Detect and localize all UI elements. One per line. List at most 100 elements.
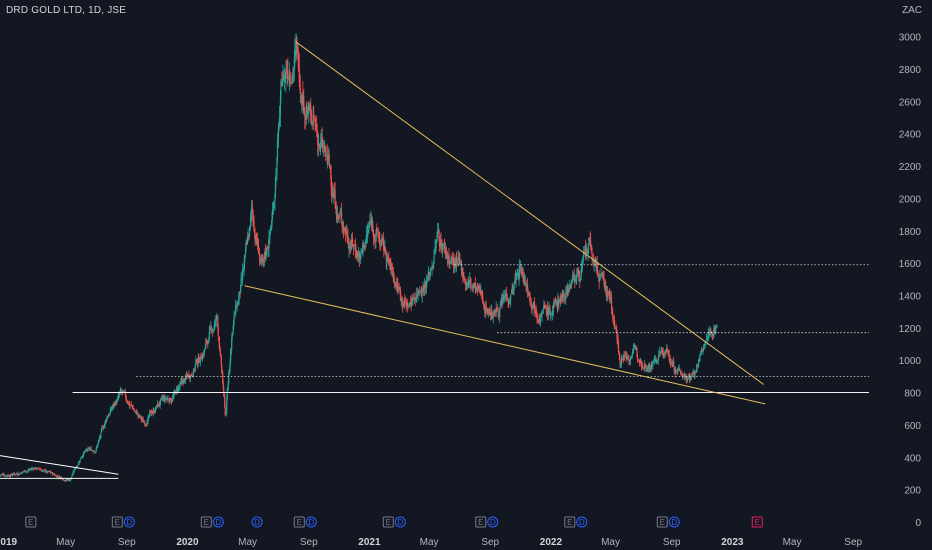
dividend-badge[interactable]: D (305, 516, 317, 528)
candle-body (238, 291, 240, 300)
candle-body (79, 458, 82, 460)
candle-body (621, 358, 623, 360)
candle-body (205, 340, 207, 342)
candle-body (270, 226, 273, 230)
candle-body (301, 95, 303, 105)
candle-body (285, 69, 287, 73)
candle-body (411, 304, 413, 306)
trendline-upper-resistance[interactable] (295, 41, 764, 385)
candle-body (585, 247, 587, 254)
trendline-lower-support[interactable] (244, 285, 766, 405)
candle-body (378, 235, 380, 239)
x-tick-label: 2023 (721, 537, 744, 548)
candle-body (581, 262, 583, 269)
earnings-badge[interactable]: E (751, 516, 763, 528)
dividend-badge[interactable]: D (212, 516, 224, 528)
candle-body (171, 398, 174, 402)
badge-letter: E (297, 518, 302, 527)
candle-body (291, 75, 293, 80)
candle-body (685, 377, 687, 380)
candle-body (323, 146, 325, 148)
price-axis[interactable]: 0 200 400 600 800 1000 1200 1400 1600 1800 2000 220… (899, 33, 922, 529)
badge-frame (668, 516, 680, 528)
candle-body (610, 297, 613, 309)
candle-body (643, 363, 645, 367)
candle-body (586, 250, 588, 254)
earnings-badge[interactable]: E (25, 516, 37, 528)
candle-body (214, 320, 216, 327)
drawings-layer[interactable] (0, 41, 869, 479)
candle-body (224, 395, 226, 407)
badge-frame (564, 516, 576, 528)
candle-body (638, 360, 640, 363)
candle-body (379, 239, 381, 245)
candle-body (640, 359, 642, 363)
candle-body (315, 123, 317, 127)
candle-body (47, 471, 49, 473)
candle-body (572, 275, 574, 277)
candle-body (216, 315, 218, 317)
candle-body (468, 280, 470, 285)
candle-body (602, 273, 604, 275)
earnings-badge[interactable]: E (200, 516, 212, 528)
candle-body (473, 283, 475, 287)
candle-body (501, 298, 503, 304)
earnings-badge[interactable]: E (382, 516, 394, 528)
candle-body (384, 247, 386, 253)
candle-body (487, 308, 489, 315)
candle-body (711, 332, 713, 336)
candle-body (8, 475, 11, 477)
candle-body (692, 371, 695, 374)
dividend-badge[interactable]: D (394, 516, 406, 528)
candle-body (605, 289, 607, 293)
candle-body (205, 341, 207, 346)
candle-body (94, 452, 96, 453)
candle-body (549, 307, 551, 314)
candle-body (358, 253, 361, 260)
candle-body (368, 227, 370, 231)
candle-body (202, 355, 204, 357)
earnings-badge[interactable]: E (656, 516, 668, 528)
dividend-badge[interactable]: D (487, 516, 499, 528)
candle-body (602, 273, 604, 279)
dividend-badge[interactable]: D (251, 516, 263, 528)
candle-body (591, 253, 593, 261)
dividend-badge[interactable]: D (123, 516, 135, 528)
candle-body (136, 411, 138, 415)
candle-body (280, 81, 282, 98)
badge-frame (394, 516, 406, 528)
candle-body (27, 470, 29, 472)
candle-body (76, 465, 79, 467)
candle-body (591, 246, 593, 253)
earnings-badge[interactable]: E (564, 516, 576, 528)
candle-body (612, 314, 614, 321)
candle-body (78, 462, 80, 464)
badge-frame (293, 516, 305, 528)
candle-body (151, 413, 153, 414)
candle-body (404, 299, 406, 302)
candle-body (494, 310, 496, 313)
candle-body (265, 247, 268, 256)
earnings-badge[interactable]: E (293, 516, 305, 528)
candle-body (432, 263, 435, 269)
candle-body (123, 391, 125, 393)
time-axis[interactable]: 2019 May Sep 2020 May Sep 2021 May Sep 2022 May Sep… (0, 537, 863, 548)
candle-body (694, 371, 696, 375)
earnings-badge[interactable]: E (111, 516, 123, 528)
candle-body (603, 278, 605, 285)
dividend-badge[interactable]: D (576, 516, 588, 528)
trendline-early-falling-line[interactable] (0, 455, 119, 475)
candle-body (330, 167, 332, 174)
candle-body (604, 281, 607, 289)
candle-body (390, 260, 392, 271)
candle-body (400, 298, 402, 300)
badge-frame (656, 516, 668, 528)
candle-body (107, 415, 109, 417)
candle-body (247, 240, 249, 242)
candle-body (627, 357, 630, 360)
dividend-badge[interactable]: D (668, 516, 680, 528)
earnings-badge[interactable]: E (475, 516, 487, 528)
candle-body (431, 266, 433, 270)
candle-body (565, 292, 567, 299)
